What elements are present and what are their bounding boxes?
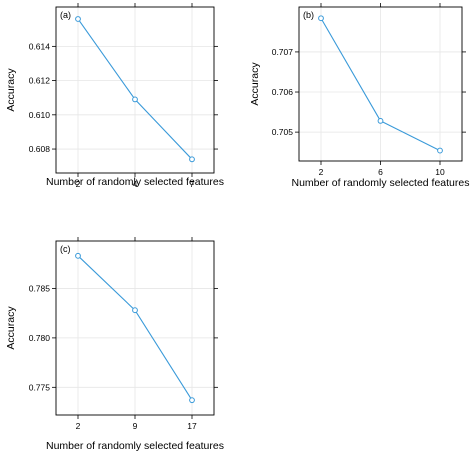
y-tick-label: 0.612	[29, 76, 51, 86]
data-point	[318, 15, 324, 22]
x-axis-label: Number of randomly selected features	[46, 440, 224, 452]
data-point	[437, 147, 443, 154]
x-axis-label: Number of randomly selected features	[46, 176, 224, 188]
panel-label: (b)	[303, 10, 314, 20]
chart-c: 0.775 0.780 0.785 2 9 17 Number of randomly se…	[5, 237, 224, 452]
x-tick-label: 2	[319, 167, 324, 177]
x-tick-label: 4	[133, 179, 138, 189]
x-tick-label: 7	[190, 179, 195, 189]
data-point	[377, 117, 384, 124]
x-tick-label: 2	[76, 421, 81, 431]
data-point	[189, 397, 195, 404]
x-tick-label: 10	[435, 167, 445, 177]
y-axis-label: Accuracy	[5, 306, 17, 350]
x-tick-label: 6	[378, 167, 383, 177]
x-tick-label: 9	[133, 421, 138, 431]
data-point	[75, 16, 81, 22]
data-point	[189, 156, 195, 163]
y-tick-label: 0.610	[29, 110, 51, 120]
panel-label: (a)	[60, 10, 71, 20]
x-tick-label: 2	[76, 179, 81, 189]
y-axis-label: Accuracy	[249, 62, 261, 106]
y-axis-label: Accuracy	[5, 68, 17, 112]
panel-label: (c)	[60, 244, 71, 254]
data-point	[75, 252, 81, 259]
y-tick-label: 0.780	[29, 333, 51, 343]
x-tick-label: 17	[187, 421, 197, 431]
y-tick-label: 0.614	[29, 41, 51, 51]
data-point	[132, 307, 138, 314]
y-tick-label: 0.775	[29, 382, 51, 392]
y-tick-label: 0.785	[29, 283, 51, 293]
y-tick-label: 0.706	[272, 87, 294, 97]
x-axis-label: Number of randomly selected features	[291, 177, 469, 189]
y-tick-label: 0.707	[272, 47, 294, 57]
y-tick-label: 0.608	[29, 144, 51, 154]
data-point	[132, 96, 138, 103]
y-tick-label: 0.705	[272, 127, 294, 137]
